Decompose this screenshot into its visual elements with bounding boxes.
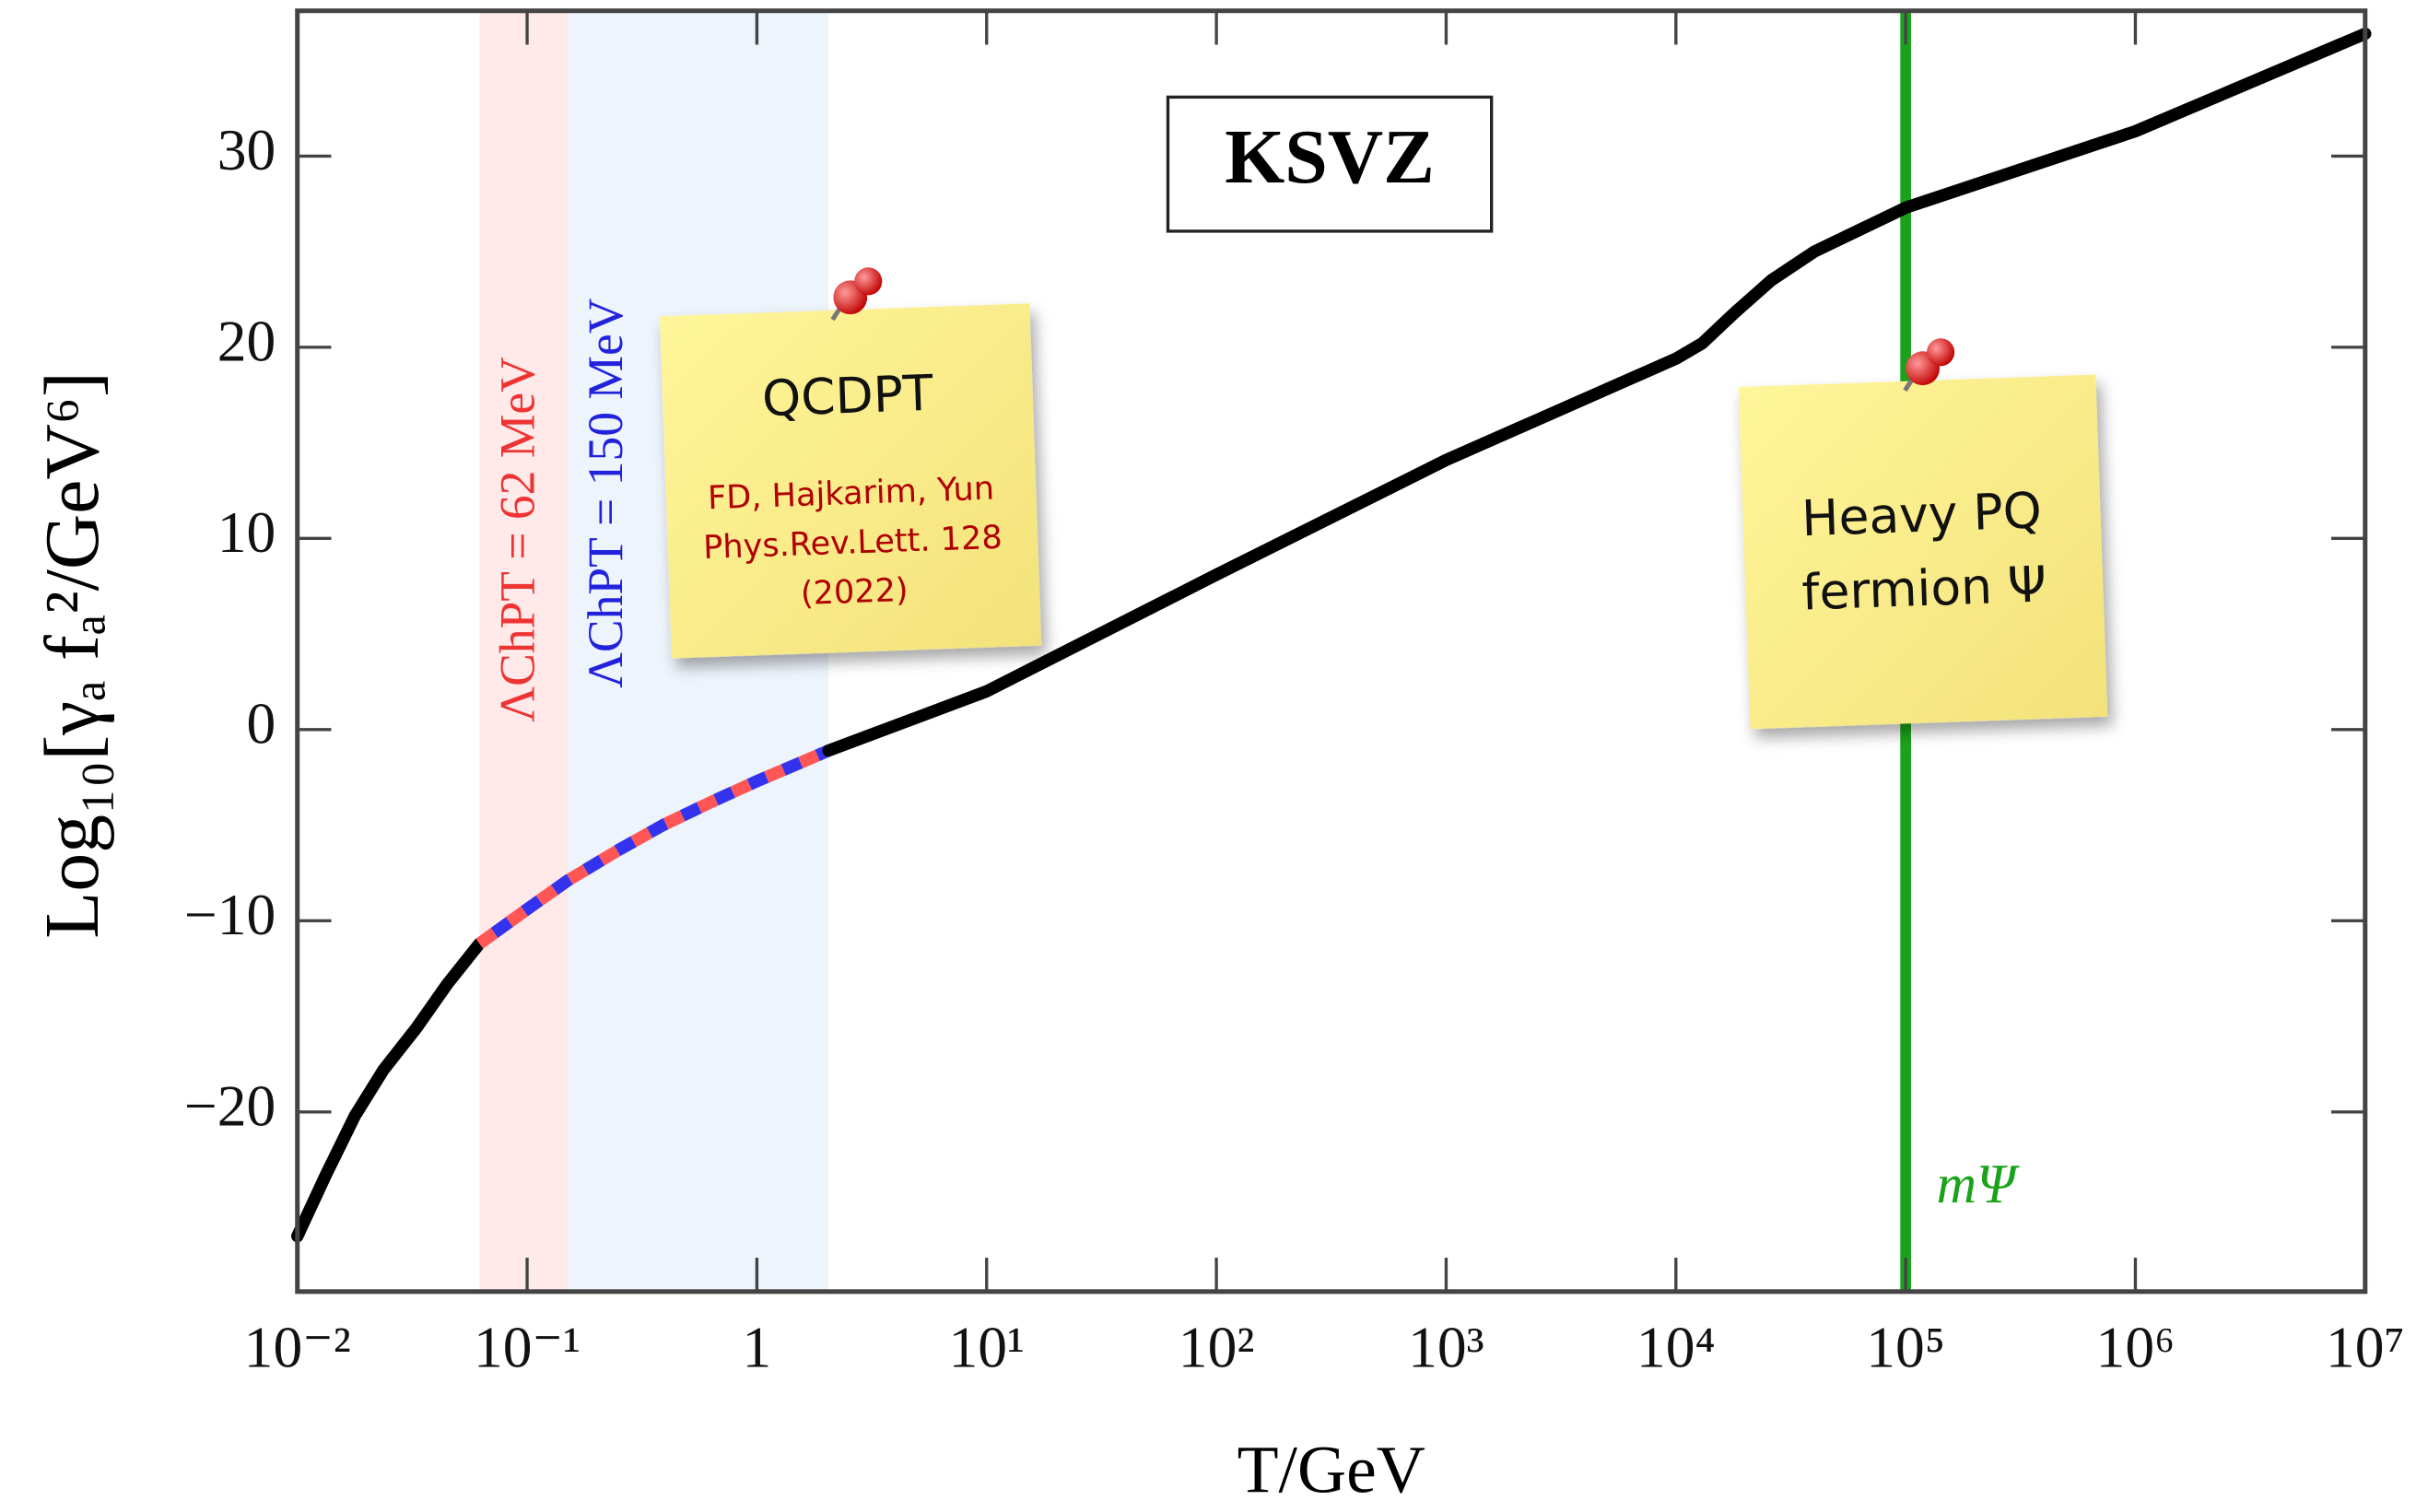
curve-dashed — [475, 744, 831, 949]
frame: 10⁻² 10⁻¹ 1 10¹ 10² 10³ 10⁴ 10⁵ 10⁶ 10⁷ −20 −10 0 10 2… — [184, 8, 2405, 1379]
x-tick-label: 10⁷ — [2326, 1314, 2405, 1379]
sticky-note: Heavy PQ fermion Ψ — [1738, 338, 2108, 730]
y-axis-label: Log₁₀[γₐ fₐ²/GeV⁶] — [29, 371, 115, 939]
x-tick-label: 10³ — [1408, 1314, 1484, 1379]
x-tick-label: 1 — [743, 1314, 772, 1379]
band-label: ΛChPT = 62 MeV — [489, 357, 545, 722]
x-tick-label: 10² — [1179, 1314, 1255, 1379]
title-box — [1166, 95, 1494, 233]
plot-frame — [295, 8, 2368, 1295]
x-tick-label: 10⁻¹ — [474, 1314, 581, 1379]
note-text: Heavy PQ — [1800, 481, 2043, 547]
band — [479, 10, 568, 1292]
x-tick-label: 10⁴ — [1636, 1314, 1716, 1379]
x-tick-label: 10⁶ — [2096, 1314, 2176, 1379]
note-paper — [1738, 374, 2108, 730]
curve — [822, 27, 2372, 757]
pin — [854, 267, 883, 296]
x-tick-label: 10¹ — [948, 1314, 1025, 1379]
note-paper — [660, 303, 1042, 659]
note-text: fermion Ψ — [1801, 555, 2048, 621]
note-text: QCDPT — [761, 364, 934, 428]
marker-label: mΨ — [1937, 1154, 2020, 1215]
y-tick-label: −20 — [184, 1072, 276, 1138]
y-tick-label: 0 — [247, 690, 276, 756]
pin — [1927, 338, 1955, 367]
y-tick-label: −10 — [184, 882, 276, 947]
curve-dashed — [475, 744, 831, 949]
note-subtext: (2022) — [800, 571, 909, 613]
y-tick-label: 30 — [217, 117, 276, 182]
x-axis-label: T/GeV — [1237, 1431, 1425, 1506]
x-tick-label: 10⁵ — [1866, 1314, 1945, 1379]
curve — [291, 937, 486, 1243]
band-label: ΛChPT = 150 MeV — [578, 298, 633, 688]
x-tick-label: 10⁻² — [244, 1314, 351, 1379]
chart-title: KSVZ — [1225, 114, 1435, 200]
y-tick-label: 10 — [217, 499, 276, 565]
y-tick-label: 20 — [217, 308, 276, 373]
